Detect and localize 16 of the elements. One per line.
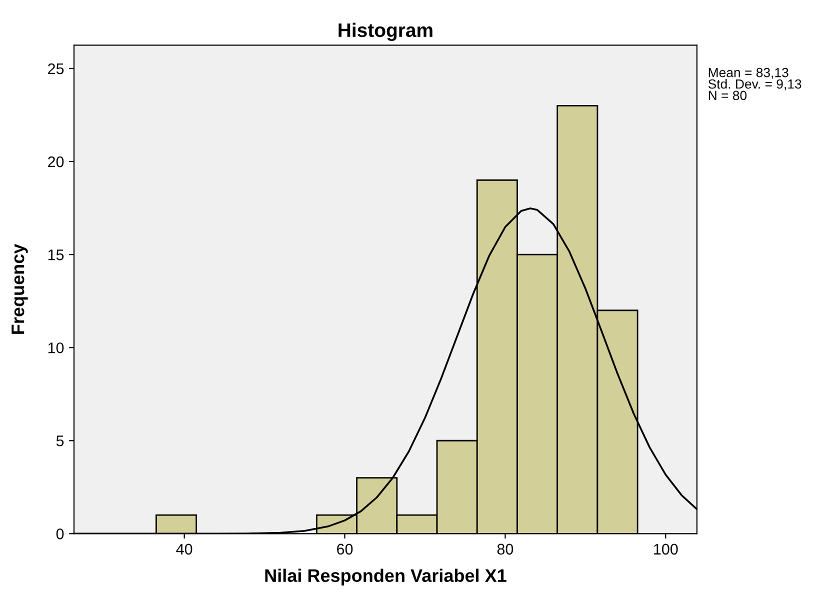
y-tick-label: 0	[56, 528, 64, 540]
text: Mean = 83,13	[708, 68, 788, 79]
y-tick-label: 15	[48, 250, 64, 260]
text: N = 80	[708, 90, 747, 100]
x-tick-label: 60	[337, 544, 353, 555]
y-tick-label: 20	[48, 156, 64, 168]
x-tick-label: 80	[497, 544, 514, 555]
x-tick-label: 40	[176, 544, 192, 555]
x-axis-title: Nilai Responden Variabel X1	[265, 568, 506, 586]
chart-title: Histogram	[338, 22, 432, 42]
x-tick-label: 100	[654, 544, 678, 555]
text: Std. Dev. = 9,13	[708, 78, 802, 90]
y-tick-label: 10	[48, 342, 64, 354]
y-axis-title: Frequency	[12, 244, 28, 334]
y-tick-label: 25	[48, 63, 64, 74]
y-tick-label: 5	[56, 436, 64, 446]
